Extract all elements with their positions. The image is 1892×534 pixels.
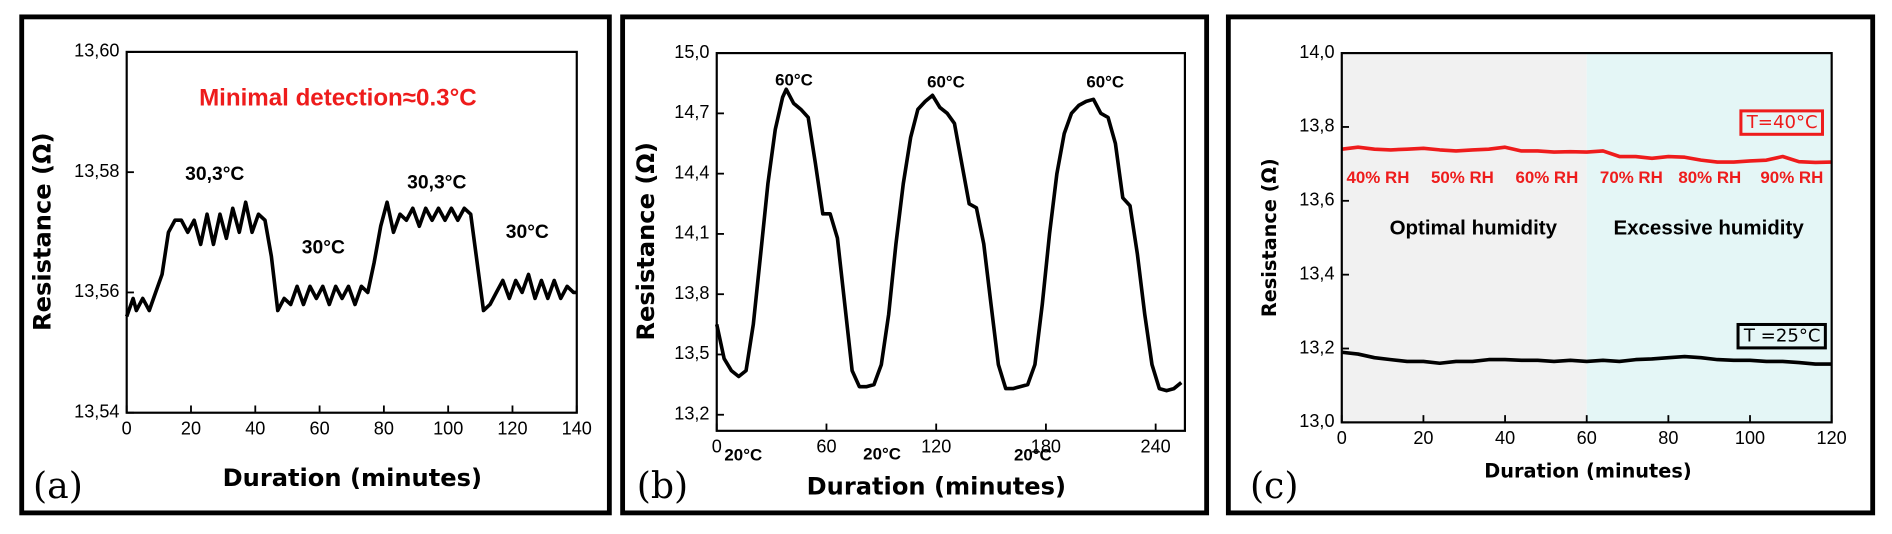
y-tick-label: 13,58	[74, 161, 119, 181]
x-tick-label: 240	[1141, 436, 1171, 456]
annotation: Minimal detection≈0.3°C	[199, 84, 477, 111]
data-line	[1341, 350, 1832, 366]
legend-label: T =25°C	[1743, 326, 1821, 347]
x-tick-label: 0	[712, 436, 722, 456]
x-tick-label: 180	[1031, 436, 1061, 456]
x-tick-label: 80	[1658, 428, 1678, 448]
annotation: Excessive humidity	[1613, 217, 1804, 240]
x-tick-label: 60	[816, 436, 836, 456]
legend-label: T=40°C	[1746, 112, 1818, 133]
y-tick-label: 14,7	[674, 102, 709, 122]
x-tick-label: 60	[310, 418, 330, 438]
y-tick-label: 13,2	[1299, 337, 1334, 357]
y-axis-label: Resistance (Ω)	[28, 132, 56, 331]
annotation: 20°C	[724, 446, 762, 465]
x-axis-label: Duration (minutes)	[223, 464, 482, 492]
x-axis-label: Duration (minutes)	[1484, 459, 1691, 482]
y-tick-label: 13,6	[1299, 190, 1334, 210]
legend-box	[1736, 322, 1827, 350]
panel-label: (b)	[637, 464, 688, 507]
panel-frame	[19, 14, 612, 516]
x-tick-label: 140	[562, 418, 592, 438]
panel-label: (c)	[1250, 464, 1299, 507]
x-tick-label: 60	[1577, 428, 1597, 448]
x-tick-label: 40	[1495, 428, 1515, 448]
y-tick-label: 13,60	[74, 41, 119, 61]
y-tick-label: 13,4	[1299, 263, 1334, 283]
y-tick-label: 13,0	[1299, 411, 1334, 431]
panel-label: (a)	[33, 464, 83, 507]
plot-frame	[1340, 52, 1833, 424]
y-axis-label: Resistance (Ω)	[1258, 158, 1281, 317]
x-tick-label: 120	[497, 418, 527, 438]
x-tick-label: 100	[1735, 428, 1765, 448]
x-tick-label: 100	[433, 418, 463, 438]
y-tick-label: 13,54	[74, 401, 119, 421]
data-line	[714, 87, 1183, 393]
legend-box	[1739, 109, 1824, 136]
annotation: 60% RH	[1515, 168, 1578, 187]
y-tick-label: 13,2	[674, 404, 709, 424]
x-tick-label: 80	[374, 418, 394, 438]
y-tick-label: 15,0	[674, 42, 709, 62]
y-tick-label: 13,8	[674, 283, 709, 303]
panel-frame	[1225, 14, 1876, 516]
x-tick-label: 40	[245, 418, 265, 438]
y-tick-label: 13,8	[1299, 116, 1334, 136]
x-tick-label: 120	[1817, 428, 1847, 448]
plot-frame	[125, 50, 578, 414]
x-tick-label: 0	[1337, 428, 1347, 448]
y-tick-label: 14,1	[674, 223, 709, 243]
annotation: 20°C	[1014, 446, 1052, 465]
plot-frame	[715, 52, 1186, 432]
x-tick-label: 0	[122, 418, 132, 438]
annotation: 30°C	[302, 238, 345, 259]
annotation: 80% RH	[1678, 168, 1741, 187]
data-line	[1341, 145, 1832, 165]
annotation: 90% RH	[1760, 168, 1823, 187]
x-tick-label: 20	[181, 418, 201, 438]
annotation: 70% RH	[1600, 168, 1663, 187]
annotation: 40% RH	[1347, 168, 1410, 187]
y-axis-label: Resistance (Ω)	[632, 142, 660, 341]
y-tick-label: 13,5	[674, 343, 709, 363]
annotation: 20°C	[863, 444, 901, 463]
annotation: 60°C	[1086, 73, 1124, 92]
annotation: 60°C	[927, 73, 965, 92]
annotation: 30°C	[506, 222, 549, 243]
x-axis-label: Duration (minutes)	[807, 473, 1066, 501]
annotation: 50% RH	[1431, 168, 1494, 187]
y-tick-label: 14,4	[674, 162, 709, 182]
data-line	[124, 200, 577, 318]
annotation: 30,3°C	[407, 173, 466, 194]
annotation: 60°C	[775, 70, 813, 89]
panel-frame	[620, 14, 1210, 516]
y-tick-label: 14,0	[1299, 42, 1334, 62]
x-tick-label: 20	[1413, 428, 1433, 448]
y-tick-label: 13,56	[74, 281, 119, 301]
annotation: 30,3°C	[185, 164, 244, 185]
annotation: Optimal humidity	[1390, 217, 1558, 240]
x-tick-label: 120	[921, 436, 951, 456]
